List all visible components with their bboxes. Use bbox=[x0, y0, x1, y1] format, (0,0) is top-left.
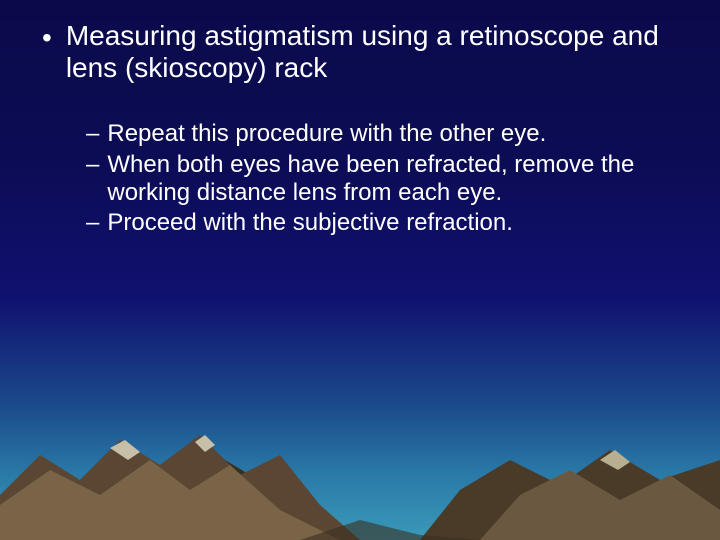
sub-bullet-item: – When both eyes have been refracted, re… bbox=[86, 151, 690, 208]
sub-bullet-text: When both eyes have been refracted, remo… bbox=[107, 151, 690, 208]
mountain-decoration bbox=[0, 360, 720, 540]
dash-icon: – bbox=[86, 209, 99, 237]
main-bullet: • Measuring astigmatism using a retinosc… bbox=[42, 20, 690, 84]
dash-icon: – bbox=[86, 151, 99, 179]
sub-bullet-item: – Repeat this procedure with the other e… bbox=[86, 120, 690, 148]
bullet-dot-icon: • bbox=[42, 22, 52, 54]
sub-bullet-list: – Repeat this procedure with the other e… bbox=[86, 120, 690, 237]
sub-bullet-text: Repeat this procedure with the other eye… bbox=[107, 120, 546, 148]
sub-bullet-text: Proceed with the subjective refraction. bbox=[107, 209, 513, 237]
slide: • Measuring astigmatism using a retinosc… bbox=[0, 0, 720, 540]
sub-bullet-item: – Proceed with the subjective refraction… bbox=[86, 209, 690, 237]
main-bullet-text: Measuring astigmatism using a retinoscop… bbox=[66, 20, 690, 84]
slide-content: • Measuring astigmatism using a retinosc… bbox=[42, 20, 690, 240]
dash-icon: – bbox=[86, 120, 99, 148]
